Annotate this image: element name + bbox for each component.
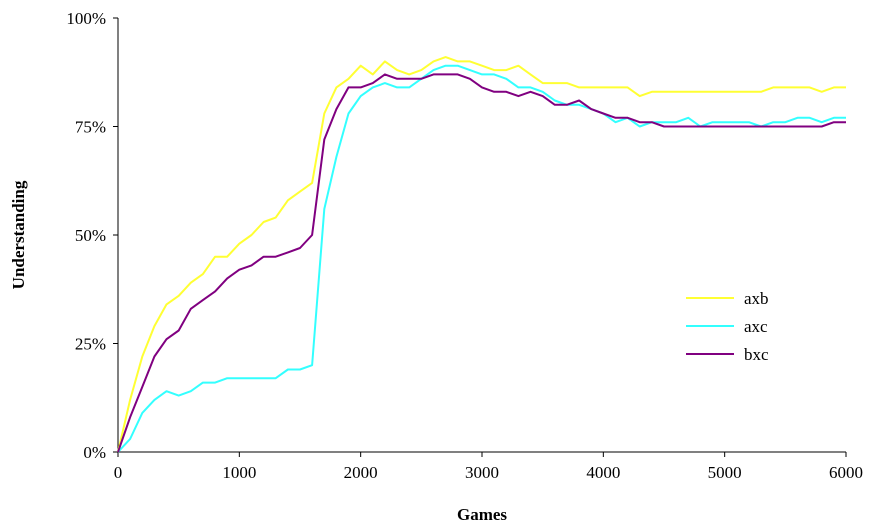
- y-tick-label: 0%: [83, 443, 106, 462]
- y-ticks: 0% 25% 50% 75% 100%: [66, 9, 118, 462]
- legend-label-axc: axc: [744, 317, 768, 336]
- series-layer: [117, 56, 846, 453]
- axes: [117, 18, 846, 453]
- x-tick-label: 3000: [465, 463, 499, 482]
- series-line-axc: [117, 64, 846, 453]
- x-tick-label: 2000: [344, 463, 378, 482]
- x-tick-label: 1000: [222, 463, 256, 482]
- legend: axb axc bxc: [686, 289, 769, 364]
- series-line-axb: [117, 56, 846, 453]
- y-tick-label: 25%: [75, 335, 106, 354]
- legend-label-bxc: bxc: [744, 345, 769, 364]
- y-axis-title: Understanding: [9, 180, 28, 289]
- x-ticks: 0 1000 2000 3000 4000 5000 6000: [114, 452, 863, 482]
- series-line-bxc: [117, 73, 846, 453]
- y-tick-label: 100%: [66, 9, 106, 28]
- x-axis-title: Games: [457, 505, 507, 524]
- legend-label-axb: axb: [744, 289, 769, 308]
- y-tick-label: 75%: [75, 118, 106, 137]
- x-tick-label: 5000: [708, 463, 742, 482]
- x-tick-label: 4000: [586, 463, 620, 482]
- y-tick-label: 50%: [75, 226, 106, 245]
- x-tick-label: 0: [114, 463, 123, 482]
- x-tick-label: 6000: [829, 463, 863, 482]
